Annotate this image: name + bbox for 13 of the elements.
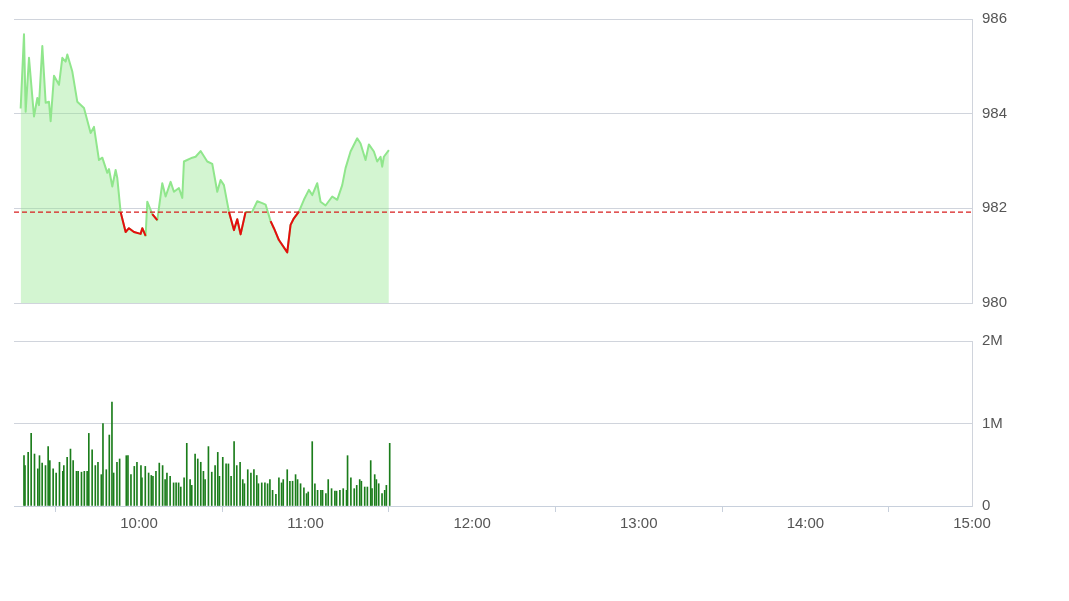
y-tick-label: 0 <box>982 496 991 514</box>
x-tick-label: 13:00 <box>620 514 658 532</box>
x-tick-label: 15:00 <box>953 514 991 532</box>
x-tick-label: 10:00 <box>120 514 158 532</box>
x-tick-label: 12:00 <box>453 514 491 532</box>
y-tick-label: 2M <box>982 331 1003 349</box>
y-tick-label: 1M <box>982 413 1003 431</box>
x-tick-label: 14:00 <box>786 514 825 532</box>
y-tick-label: 986 <box>982 9 1008 27</box>
y-tick-label: 982 <box>982 198 1008 216</box>
x-tick-label: 11:00 <box>287 514 324 532</box>
y-tick-label: 984 <box>982 103 1008 121</box>
y-tick-label: 980 <box>982 293 1008 311</box>
